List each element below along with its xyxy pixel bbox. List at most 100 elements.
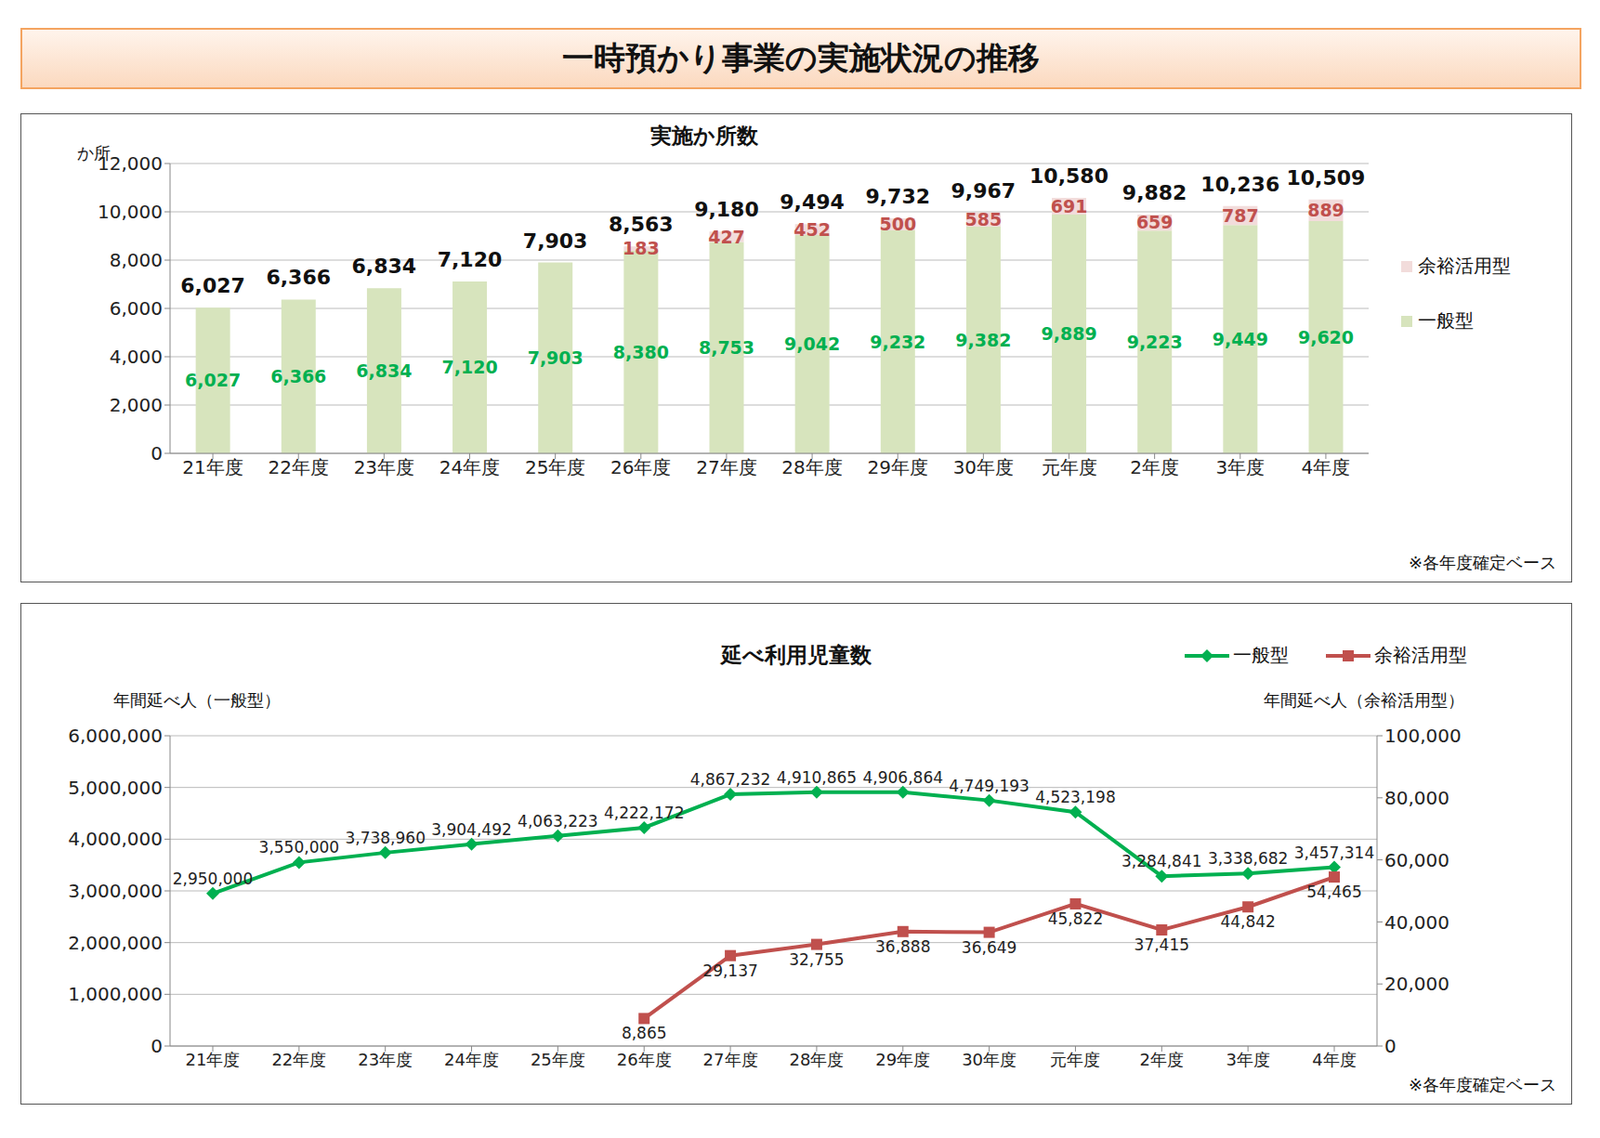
svg-text:9,620: 9,620 (1298, 327, 1354, 348)
svg-text:23年度: 23年度 (357, 1049, 413, 1070)
svg-text:4,000,000: 4,000,000 (67, 827, 163, 851)
svg-text:9,232: 9,232 (869, 331, 926, 353)
svg-text:3,904,492: 3,904,492 (431, 820, 512, 840)
svg-text:44,842: 44,842 (1219, 912, 1275, 932)
svg-text:183: 183 (622, 237, 660, 259)
svg-text:37,415: 37,415 (1134, 935, 1190, 955)
svg-text:427: 427 (708, 226, 746, 248)
svg-text:元年度: 元年度 (1041, 456, 1098, 479)
svg-text:7,903: 7,903 (527, 347, 584, 368)
svg-text:6,834: 6,834 (355, 360, 412, 381)
svg-text:27年度: 27年度 (703, 1049, 759, 1070)
svg-text:9,449: 9,449 (1212, 328, 1269, 350)
svg-text:4,906,864: 4,906,864 (863, 768, 945, 787)
svg-text:3,738,960: 3,738,960 (344, 828, 426, 848)
svg-text:10,000: 10,000 (97, 200, 163, 223)
svg-text:29,137: 29,137 (702, 961, 758, 981)
svg-text:0: 0 (150, 1035, 163, 1058)
svg-text:25年度: 25年度 (524, 456, 586, 479)
svg-text:54,465: 54,465 (1306, 882, 1362, 902)
svg-text:80,000: 80,000 (1384, 786, 1450, 810)
svg-text:12,000: 12,000 (97, 152, 163, 175)
svg-text:4,867,232: 4,867,232 (690, 770, 772, 789)
svg-text:22年度: 22年度 (267, 456, 328, 479)
svg-text:21年度: 21年度 (185, 1049, 241, 1070)
svg-text:7,120: 7,120 (437, 248, 503, 272)
svg-text:4,523,198: 4,523,198 (1035, 787, 1116, 807)
svg-text:659: 659 (1136, 211, 1174, 233)
svg-text:3,550,000: 3,550,000 (259, 838, 341, 857)
svg-text:4,063,223: 4,063,223 (517, 812, 599, 831)
svg-text:7,903: 7,903 (523, 229, 589, 253)
svg-text:45,822: 45,822 (1048, 909, 1103, 929)
svg-text:6,366: 6,366 (265, 265, 331, 289)
svg-text:27年度: 27年度 (695, 456, 757, 479)
svg-text:691: 691 (1050, 196, 1089, 217)
svg-text:3年度: 3年度 (1215, 456, 1265, 479)
svg-text:40,000: 40,000 (1384, 911, 1450, 934)
svg-text:9,180: 9,180 (694, 197, 760, 222)
svg-text:10,580: 10,580 (1029, 164, 1109, 188)
svg-text:2,950,000: 2,950,000 (172, 869, 254, 889)
svg-text:889: 889 (1307, 199, 1345, 221)
svg-text:8,865: 8,865 (621, 1023, 668, 1043)
svg-text:4,000: 4,000 (109, 345, 163, 368)
svg-text:2年度: 2年度 (1129, 456, 1180, 479)
svg-text:3年度: 3年度 (1225, 1049, 1270, 1070)
svg-text:2年度: 2年度 (1140, 1049, 1184, 1070)
svg-text:元年度: 元年度 (1049, 1049, 1101, 1070)
svg-text:0: 0 (1384, 1035, 1397, 1058)
svg-text:5,000,000: 5,000,000 (67, 776, 163, 800)
svg-text:8,000: 8,000 (109, 249, 163, 272)
svg-text:24年度: 24年度 (439, 456, 500, 479)
svg-text:20,000: 20,000 (1384, 972, 1450, 996)
svg-text:7,120: 7,120 (442, 356, 499, 378)
svg-text:30年度: 30年度 (953, 456, 1014, 479)
svg-text:29年度: 29年度 (866, 456, 928, 479)
svg-text:30年度: 30年度 (961, 1049, 1017, 1070)
svg-text:28年度: 28年度 (781, 456, 842, 479)
svg-text:4,749,193: 4,749,193 (948, 776, 1030, 796)
svg-text:6,000: 6,000 (109, 297, 163, 320)
svg-text:32,755: 32,755 (788, 950, 844, 970)
svg-text:10,236: 10,236 (1200, 172, 1280, 197)
svg-text:9,382: 9,382 (955, 329, 1011, 351)
svg-text:36,888: 36,888 (875, 937, 931, 957)
svg-text:100,000: 100,000 (1384, 724, 1462, 748)
svg-text:9,494: 9,494 (779, 190, 845, 214)
svg-text:8,563: 8,563 (608, 212, 674, 237)
svg-text:3,284,841: 3,284,841 (1121, 852, 1203, 871)
svg-text:9,223: 9,223 (1127, 331, 1183, 353)
svg-text:26年度: 26年度 (610, 456, 671, 479)
svg-text:500: 500 (878, 213, 917, 235)
svg-text:4,222,172: 4,222,172 (603, 803, 685, 823)
svg-text:24年度: 24年度 (444, 1049, 499, 1070)
svg-text:585: 585 (965, 209, 1003, 230)
svg-text:0: 0 (150, 442, 163, 465)
svg-text:21年度: 21年度 (182, 456, 243, 479)
svg-text:22年度: 22年度 (271, 1049, 327, 1070)
svg-text:452: 452 (793, 219, 831, 240)
svg-text:8,380: 8,380 (613, 341, 669, 363)
svg-text:29年度: 29年度 (875, 1049, 931, 1070)
svg-text:9,042: 9,042 (784, 333, 840, 355)
svg-text:2,000,000: 2,000,000 (67, 931, 163, 955)
svg-text:3,338,682: 3,338,682 (1207, 849, 1289, 868)
svg-text:6,000,000: 6,000,000 (67, 724, 163, 748)
svg-text:9,967: 9,967 (951, 179, 1017, 203)
svg-text:3,457,314: 3,457,314 (1294, 843, 1376, 863)
svg-text:2,000: 2,000 (109, 393, 163, 417)
svg-text:23年度: 23年度 (354, 456, 415, 479)
svg-text:6,027: 6,027 (184, 369, 241, 391)
svg-text:25年度: 25年度 (530, 1049, 586, 1070)
svg-text:6,027: 6,027 (180, 274, 246, 298)
svg-text:9,732: 9,732 (865, 184, 931, 209)
svg-text:9,889: 9,889 (1041, 323, 1098, 344)
svg-text:36,649: 36,649 (961, 938, 1017, 958)
svg-text:6,366: 6,366 (270, 366, 327, 387)
svg-text:60,000: 60,000 (1384, 849, 1450, 872)
svg-text:8,753: 8,753 (698, 337, 755, 358)
svg-text:10,509: 10,509 (1285, 166, 1365, 190)
svg-text:9,882: 9,882 (1122, 181, 1188, 205)
svg-text:6,834: 6,834 (352, 254, 418, 278)
